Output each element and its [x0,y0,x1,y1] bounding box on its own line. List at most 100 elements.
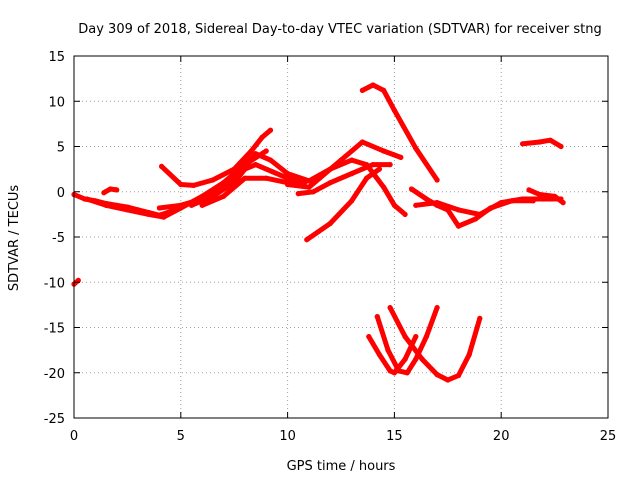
data-point [477,211,483,217]
data-point [349,171,355,177]
data-point [304,237,310,243]
data-point [327,220,333,226]
y-tick-label: -15 [44,322,65,337]
data-point [547,137,553,143]
data-point [349,157,355,163]
data-point [413,145,419,151]
data-point [473,216,479,222]
data-point [231,166,237,172]
data-point [526,187,532,193]
data-point [310,189,316,195]
x-tick-label: 0 [70,429,78,444]
data-point [455,207,462,213]
data-point [434,305,440,311]
data-point [391,202,397,208]
data-point [376,352,382,358]
data-point [541,196,547,202]
data-point [391,107,397,113]
data-point [455,372,462,379]
data-point [210,177,216,183]
grid [74,56,608,418]
data-point [263,148,269,154]
data-point [423,196,429,202]
x-tick-label: 20 [493,429,510,444]
data-point [445,377,451,383]
data-point [404,370,410,376]
data-point [270,169,276,175]
data-point [385,347,391,353]
x-tick-label: 25 [600,429,617,444]
data-point [178,202,184,208]
series-arc-late-top [520,137,564,149]
data-point [191,182,197,188]
data-point [327,180,333,186]
data-point [366,334,372,340]
data-point [285,175,291,181]
y-tick-label: 0 [57,186,65,201]
data-point [188,202,195,208]
data-point [285,171,291,177]
y-tick-label: 5 [57,141,65,156]
series-arc-low-3 [387,305,483,383]
data-point [387,305,393,311]
data-point [75,277,81,283]
data-point [455,223,462,229]
data-point [364,175,370,181]
data-point [259,134,265,140]
data-point [285,181,291,188]
y-tick-label: 15 [48,50,65,65]
data-point [267,127,274,133]
data-point [520,141,526,147]
data-point [413,356,419,362]
data-point [253,162,259,168]
data-point [199,202,205,208]
data-point [359,87,365,93]
x-tick-label: 5 [177,429,185,444]
data-point [248,148,254,154]
y-tick-label: -10 [44,276,65,291]
data-point [434,177,440,183]
y-tick-label: -20 [44,367,65,382]
x-tick-label: 10 [279,429,296,444]
y-tick-label: -5 [52,231,65,246]
data-point [263,175,269,181]
data-point [387,368,393,374]
data-point [370,162,376,168]
x-tick-label: 15 [386,429,403,444]
data-point [107,186,113,192]
data-point [220,193,227,199]
data-point [161,214,167,220]
x-axis-label: GPS time / hours [287,459,396,474]
series-arc-late-flat [526,187,566,206]
data-point [402,356,408,362]
data-point [413,202,419,208]
data-point [560,200,566,206]
data-point [349,198,355,204]
data-point [338,157,344,163]
data-point [242,166,248,172]
data-point [423,334,429,340]
data-point [306,178,312,184]
data-point [520,196,526,202]
data-point [267,157,274,163]
data-point [370,82,376,88]
data-point [376,166,382,172]
data-point [434,200,440,206]
data-point [396,368,402,374]
data-point [413,334,419,340]
data-point [103,202,109,208]
data-point [391,370,397,376]
series-arc-c [189,162,308,208]
data-point [381,148,387,154]
data-point [498,200,504,206]
axis-ticks: 0 5 10 15 20 25 -25 -20 -15 -10 -5 0 5 10 15 [44,50,617,444]
data-point [419,356,425,362]
data-point [477,315,483,321]
data-point [402,211,408,217]
data-point [466,352,472,358]
data-point [381,87,387,93]
data-point [434,372,440,378]
data-point [101,190,107,196]
